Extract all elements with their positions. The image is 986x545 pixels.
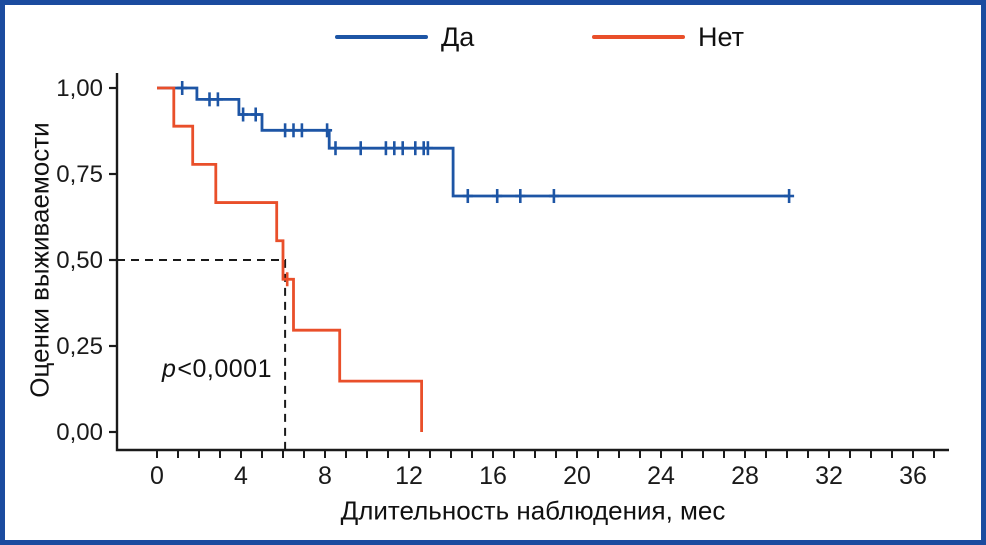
y-tick-label: 0,00 (56, 419, 103, 446)
series-yes-curve (157, 86, 790, 198)
chart-stage: 1,00 0,75 0,50 0,25 0,00 0 4 8 12 16 20 24 28 32 36 Да… (5, 5, 981, 540)
x-axis-title: Длительность наблюдения, мес (340, 495, 726, 526)
x-tick-label: 8 (318, 462, 332, 490)
x-tick-label: 20 (563, 462, 591, 490)
y-tick-label: 1,00 (56, 75, 103, 102)
p-value-annotation: p<0,0001 (162, 355, 272, 384)
x-tick-label: 36 (899, 462, 927, 490)
legend-label-no: Нет (698, 21, 744, 52)
x-tick-label: 24 (647, 462, 675, 490)
legend-item-no: Нет (592, 22, 744, 52)
x-tick-label: 32 (815, 462, 843, 490)
p-value-italic-p: p (162, 355, 177, 383)
y-tick-label: 0,50 (56, 247, 103, 274)
legend-line-no (592, 35, 685, 39)
x-tick-label: 28 (731, 462, 759, 490)
series-no-curve (157, 86, 423, 432)
x-tick-label: 16 (479, 462, 507, 490)
legend-label-yes: Да (441, 21, 475, 52)
series-no-censor-marks (282, 272, 293, 287)
median-guide-dashes (117, 259, 287, 450)
y-tick-label: 0,75 (56, 161, 103, 188)
legend-line-yes (335, 35, 428, 39)
legend-item-yes: Да (335, 22, 474, 52)
p-value-text: <0,0001 (177, 355, 272, 383)
axes-lines (115, 73, 949, 452)
x-tick-label: 0 (150, 462, 164, 490)
y-tick-label: 0,25 (56, 333, 103, 360)
y-axis-title: Оценки выживаемости (24, 122, 55, 398)
survival-chart: 1,00 0,75 0,50 0,25 0,00 0 4 8 12 16 20 24 28 32 36 (56, 73, 949, 490)
y-axis-ticks: 1,00 0,75 0,50 0,25 0,00 (56, 75, 117, 446)
x-axis-ticks: 0 4 8 12 16 20 24 28 32 36 (150, 450, 935, 490)
x-tick-label: 4 (234, 462, 248, 490)
series-yes-censor-marks (177, 81, 795, 204)
x-tick-label: 12 (395, 462, 423, 490)
